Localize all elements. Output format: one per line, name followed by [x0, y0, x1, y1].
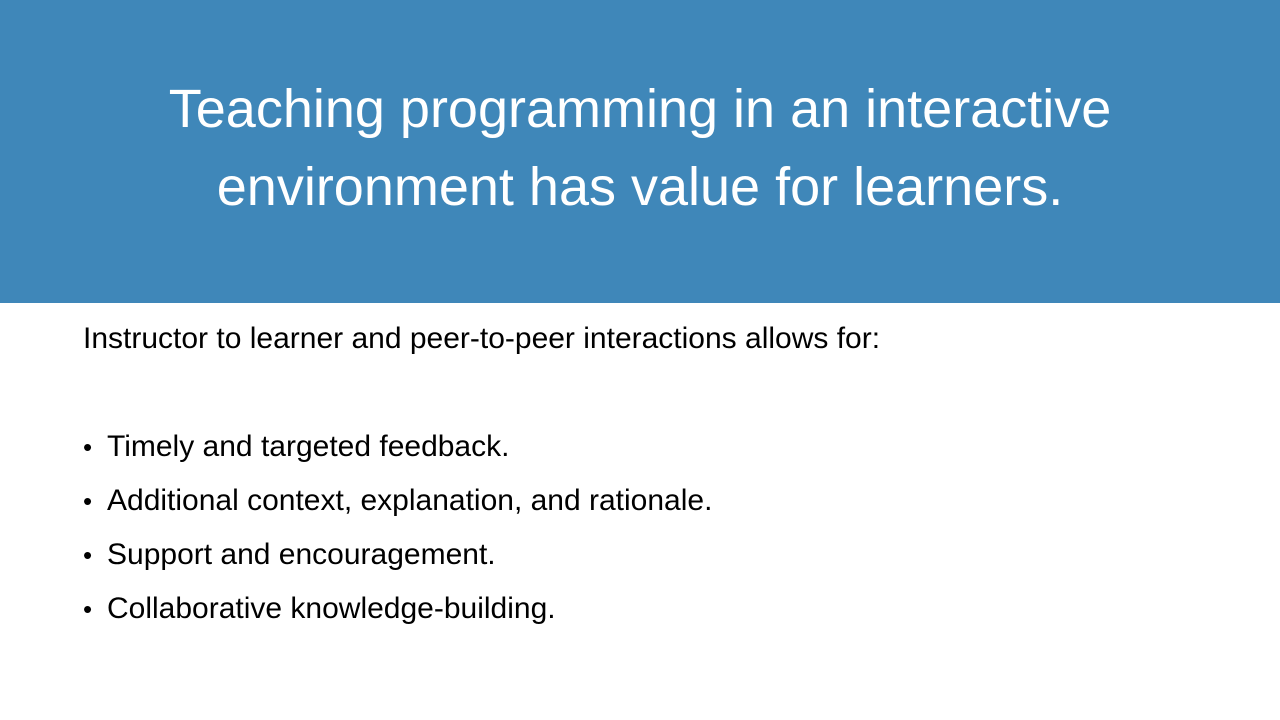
intro-text: Instructor to learner and peer-to-peer i… [83, 322, 881, 355]
title-band: Teaching programming in an interactive e… [0, 0, 1280, 303]
bullet-item: • Collaborative knowledge-building. [83, 588, 1203, 630]
bullet-text: Additional context, explanation, and rat… [107, 484, 713, 517]
slide-title: Teaching programming in an interactive e… [168, 78, 1112, 217]
bullet-item: • Timely and targeted feedback. [83, 426, 1203, 468]
bullet-item: • Support and encouragement. [83, 534, 1203, 576]
slide-body: Instructor to learner and peer-to-peer i… [83, 318, 1203, 642]
bullet-list: • Timely and targeted feedback. • Additi… [83, 426, 1203, 630]
bullet-text: Timely and targeted feedback. [107, 430, 510, 463]
bullet-dot-icon: • [83, 432, 93, 462]
bullet-dot-icon: • [83, 540, 93, 570]
bullet-dot-icon: • [83, 594, 93, 624]
bullet-item: • Additional context, explanation, and r… [83, 480, 1203, 522]
bullet-dot-icon: • [83, 486, 93, 516]
bullet-text: Collaborative knowledge-building. [107, 592, 556, 625]
bullet-text: Support and encouragement. [107, 538, 496, 571]
